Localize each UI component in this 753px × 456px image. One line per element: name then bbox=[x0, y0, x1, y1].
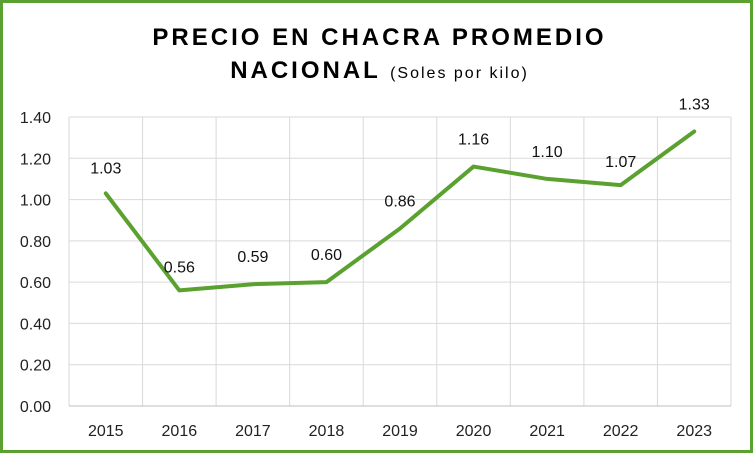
y-tick-label: 1.40 bbox=[20, 110, 51, 127]
x-tick-label: 2015 bbox=[88, 423, 124, 440]
y-tick-label: 0.20 bbox=[20, 358, 51, 375]
x-tick-label: 2019 bbox=[382, 423, 418, 440]
data-label: 1.10 bbox=[532, 144, 563, 161]
data-label: 0.60 bbox=[311, 247, 342, 264]
data-label: 1.03 bbox=[90, 160, 121, 177]
chart-title: PRECIO EN CHACRA PROMEDIO NACIONAL (Sole… bbox=[3, 21, 753, 90]
chart-title-line2: NACIONAL (Soles por kilo) bbox=[3, 54, 753, 90]
data-label: 1.07 bbox=[605, 154, 636, 171]
data-label: 0.59 bbox=[237, 249, 268, 266]
data-label: 0.86 bbox=[384, 193, 415, 210]
y-tick-label: 0.00 bbox=[20, 399, 51, 416]
x-tick-label: 2020 bbox=[456, 423, 492, 440]
data-label: 0.56 bbox=[164, 259, 195, 276]
series-line bbox=[103, 129, 697, 293]
x-tick-label: 2017 bbox=[235, 423, 271, 440]
x-tick-label: 2023 bbox=[676, 423, 712, 440]
plot-area: 0.00 0.20 0.40 0.60 0.80 1.00 1.20 1.40 2015 2016… bbox=[20, 96, 732, 440]
y-tick-label: 0.80 bbox=[20, 234, 51, 251]
y-tick-label: 1.00 bbox=[20, 193, 51, 210]
chart-title-line1: PRECIO EN CHACRA PROMEDIO bbox=[152, 24, 607, 51]
chart-title-line2-main: NACIONAL bbox=[230, 57, 381, 84]
x-tick-label: 2018 bbox=[309, 423, 345, 440]
y-tick-label: 1.20 bbox=[20, 151, 51, 168]
data-label: 1.16 bbox=[458, 132, 489, 149]
y-tick-label: 0.40 bbox=[20, 316, 51, 333]
x-tick-label: 2016 bbox=[162, 423, 198, 440]
x-tick-label: 2022 bbox=[603, 423, 639, 440]
x-tick-label: 2021 bbox=[529, 423, 565, 440]
data-label: 1.33 bbox=[679, 96, 710, 113]
y-tick-label: 0.60 bbox=[20, 275, 51, 292]
chart-subtitle: (Soles por kilo) bbox=[390, 65, 529, 82]
